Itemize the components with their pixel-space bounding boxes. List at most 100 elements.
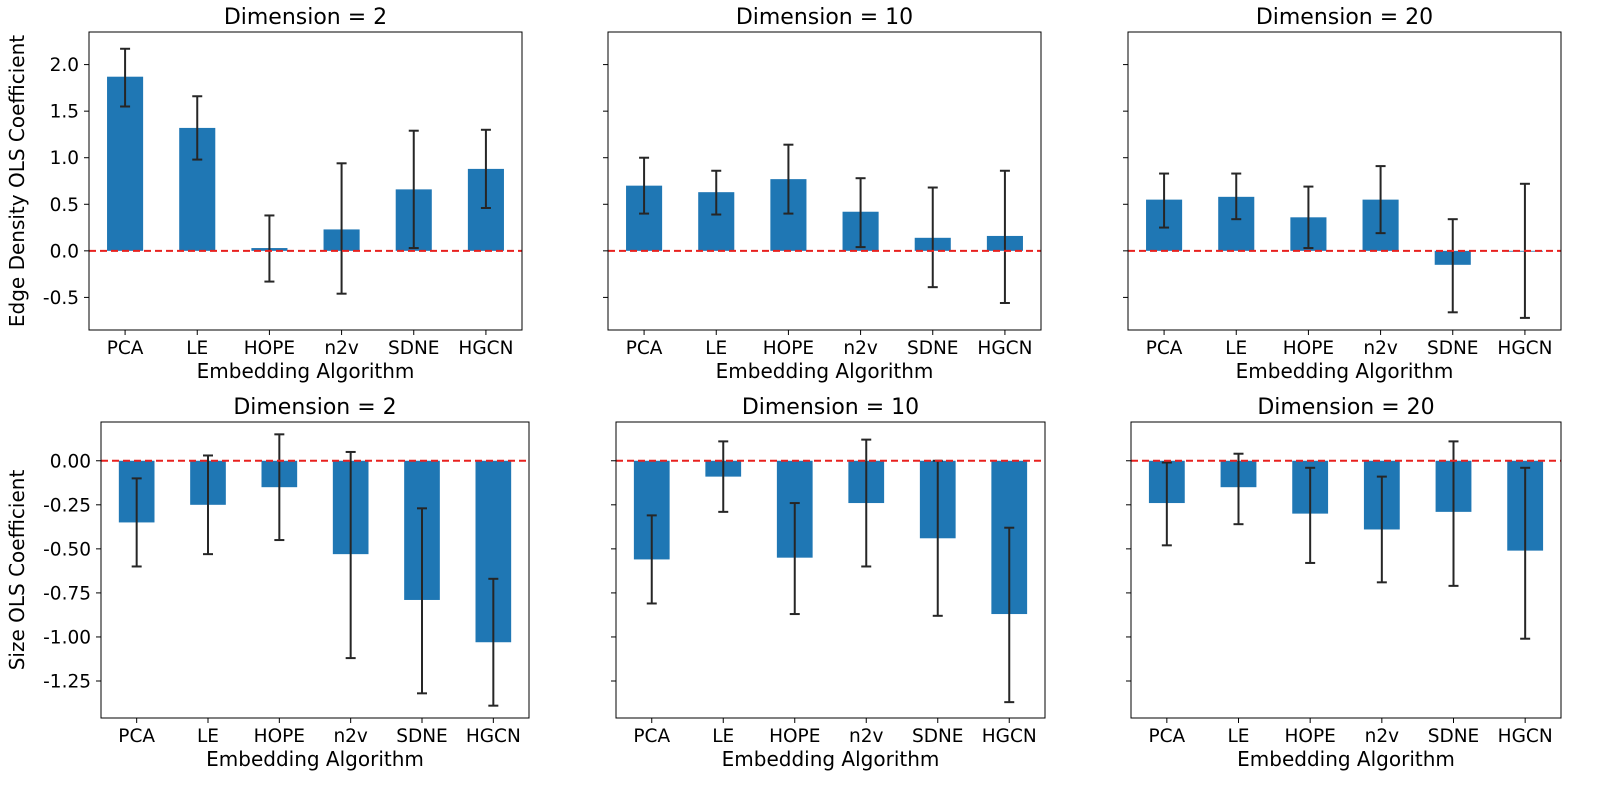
error-bar [480,128,491,210]
y-axis-label: Edge Density OLS Coefficient [5,35,29,327]
subplot-4: Dimension = 2 PCA LE HOPE n2v SDNE HGCN -1.25 -1… [5,395,530,771]
error-bar [718,440,729,513]
x-tick-label: HGCN [1497,338,1552,359]
subplot-3: Dimension = 20 PCA LE HOPE n2v SDNE HGCN Embedd… [1123,5,1562,383]
axes-frame [1127,31,1562,331]
x-tick-label: PCA [118,726,155,747]
x-axis-label: Embedding Algorithm [716,359,934,383]
x-axis-label: Embedding Algorithm [722,747,940,771]
error-bar [927,186,938,289]
error-bar [1231,172,1242,221]
x-tick-label: HOPE [763,338,814,359]
error-bar [1004,526,1015,704]
error-bar [408,129,419,250]
y-tick-label: 0.00 [50,451,91,472]
subplot-6: Dimension = 20 PCA LE HOPE n2v SDNE HGCN Embedd… [1126,395,1562,771]
axes-frame [88,31,523,331]
x-tick-label: n2v [1363,338,1397,359]
subplot-1: Dimension = 2 PCA LE HOPE n2v SDNE HGCN -0.5 0.0… [5,5,523,383]
x-tick-label: HGCN [977,338,1032,359]
y-axis-label: Size OLS Coefficient [5,470,29,671]
axes-frame [607,31,1042,331]
y-tick-label: 1.5 [50,102,79,123]
error-bar [336,162,347,295]
error-bar [1161,461,1172,547]
axes-frame [100,421,530,719]
error-bar [1303,185,1314,250]
y-tick-label: -0.25 [43,495,91,516]
axes-frame [1130,421,1562,719]
x-tick-label: n2v [843,338,877,359]
error-bar [417,507,427,695]
error-bar [1520,466,1531,640]
x-tick-label: LE [712,726,734,747]
error-bar [1233,452,1244,526]
error-bar [639,156,650,215]
y-tick-label: -0.50 [43,539,91,560]
x-tick-label: n2v [324,338,358,359]
error-bar [711,169,722,216]
subplot-5: Dimension = 10 PCA LE HOPE n2v SDNE HGCN Embedd… [611,395,1046,771]
y-tick-label: -1.25 [43,672,91,693]
x-tick-label: SDNE [912,726,964,747]
x-tick-label: n2v [849,726,883,747]
x-tick-label: SDNE [907,338,959,359]
x-axis-label: Embedding Algorithm [206,747,424,771]
x-axis-label: Embedding Algorithm [197,359,415,383]
subplot-2: Dimension = 10 PCA LE HOPE n2v SDNE HGCN Embedd… [603,5,1042,383]
x-tick-label: HGCN [458,338,513,359]
error-bar [855,177,866,249]
y-tick-label: 0.0 [50,241,79,262]
error-bar [192,95,203,161]
error-bar [1448,440,1459,587]
x-axis-label: Embedding Algorithm [1237,747,1455,771]
error-bar [203,454,213,556]
y-tick-label: -0.5 [43,288,79,309]
axes-frame [615,421,1046,719]
error-bar [861,438,872,568]
error-bar [789,502,800,616]
x-tick-label: HOPE [254,726,305,747]
error-bar [131,477,142,568]
error-bar [488,577,499,707]
y-tick-label: 1.0 [50,148,79,169]
x-tick-label: PCA [626,338,663,359]
error-bar [345,450,356,660]
error-bar [1376,475,1387,584]
error-bar [646,514,657,605]
subplot-title: Dimension = 10 [742,395,919,420]
x-tick-label: HOPE [244,338,295,359]
x-tick-label: LE [1225,338,1247,359]
x-axis-label: Embedding Algorithm [1236,359,1454,383]
error-bar [1375,165,1386,235]
x-tick-label: HOPE [769,726,820,747]
error-bar [1305,466,1316,564]
x-tick-label: PCA [633,726,670,747]
x-tick-label: HGCN [982,726,1037,747]
error-bar [1447,218,1458,314]
x-tick-label: HOPE [1285,726,1336,747]
y-tick-label: -0.75 [43,583,91,604]
x-tick-label: HGCN [466,726,521,747]
error-bar [274,433,285,542]
x-tick-label: SDNE [1427,338,1479,359]
error-bar [120,47,131,108]
x-tick-label: LE [197,726,219,747]
x-tick-label: SDNE [396,726,448,747]
x-tick-label: n2v [1365,726,1399,747]
error-bar [783,143,794,215]
y-tick-label: -1.00 [43,627,91,648]
x-tick-label: HGCN [1498,726,1553,747]
subplot-title: Dimension = 2 [233,395,396,420]
subplot-title: Dimension = 10 [736,5,913,30]
y-tick-label: 2.0 [50,55,79,76]
error-bar [1159,172,1170,229]
x-tick-label: LE [186,338,208,359]
subplot-title: Dimension = 20 [1257,395,1434,420]
x-tick-label: PCA [1146,338,1183,359]
x-tick-label: n2v [333,726,367,747]
x-tick-label: LE [1228,726,1250,747]
x-tick-label: PCA [1148,726,1185,747]
x-tick-label: SDNE [388,338,440,359]
